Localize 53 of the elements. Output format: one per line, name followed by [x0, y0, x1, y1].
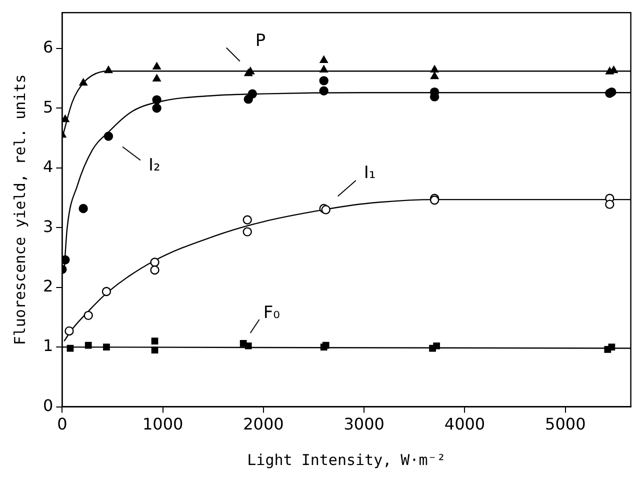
point	[430, 72, 439, 80]
point	[152, 104, 162, 113]
point	[244, 342, 252, 350]
point	[151, 338, 158, 345]
y-tick-label: 1	[42, 336, 54, 356]
point	[79, 78, 88, 86]
point	[103, 344, 110, 350]
point	[64, 326, 74, 336]
point	[78, 204, 88, 214]
x-axis-title: Light Intensity, W·m⁻²	[247, 450, 446, 469]
series-label: P	[255, 31, 266, 52]
x-tick-label: 5000	[545, 414, 586, 434]
y-tick-label: 2	[42, 276, 54, 296]
x-tick-label: 3000	[344, 414, 384, 434]
point	[152, 95, 162, 104]
legend-label: I₂	[148, 156, 160, 176]
y-tick-label: 4	[42, 157, 54, 176]
point	[151, 346, 158, 354]
point	[430, 65, 439, 73]
point	[608, 344, 616, 350]
x-tick-label: 4000	[444, 414, 486, 434]
y-tick-label: 6	[42, 38, 54, 57]
point	[84, 342, 92, 349]
point	[152, 62, 161, 70]
point	[150, 265, 160, 275]
series-label: F₀	[263, 302, 280, 323]
point	[242, 215, 252, 224]
x-tick-label: 1000	[142, 414, 184, 434]
y-axis-title: Fluorescence yield, rel. units	[10, 74, 29, 346]
point	[320, 65, 328, 73]
x-tick-label: 0	[57, 414, 68, 434]
point	[62, 114, 70, 122]
point	[104, 132, 114, 141]
point	[605, 200, 614, 209]
y-tick-label: 3	[42, 216, 54, 236]
point	[248, 89, 257, 98]
x-tick-label: 2000	[243, 414, 284, 434]
y-tick-label: 5	[42, 97, 54, 116]
point	[62, 255, 70, 264]
text: I₁	[364, 162, 376, 183]
point	[319, 86, 328, 96]
point	[320, 56, 328, 63]
point	[84, 310, 93, 320]
point	[152, 74, 161, 82]
point	[102, 286, 112, 296]
point	[66, 344, 74, 352]
point	[150, 258, 160, 267]
point	[433, 342, 440, 350]
point	[242, 227, 252, 236]
y-tick-label: 0	[42, 396, 54, 415]
point	[319, 76, 328, 86]
point	[104, 66, 113, 74]
point	[244, 68, 252, 76]
